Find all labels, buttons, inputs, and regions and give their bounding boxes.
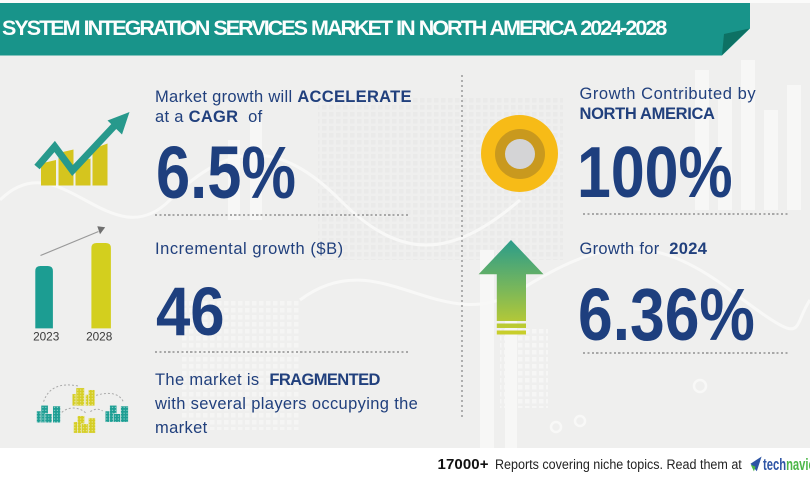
svg-text:2028: 2028 xyxy=(86,329,113,343)
svg-text:2023: 2023 xyxy=(33,329,60,343)
